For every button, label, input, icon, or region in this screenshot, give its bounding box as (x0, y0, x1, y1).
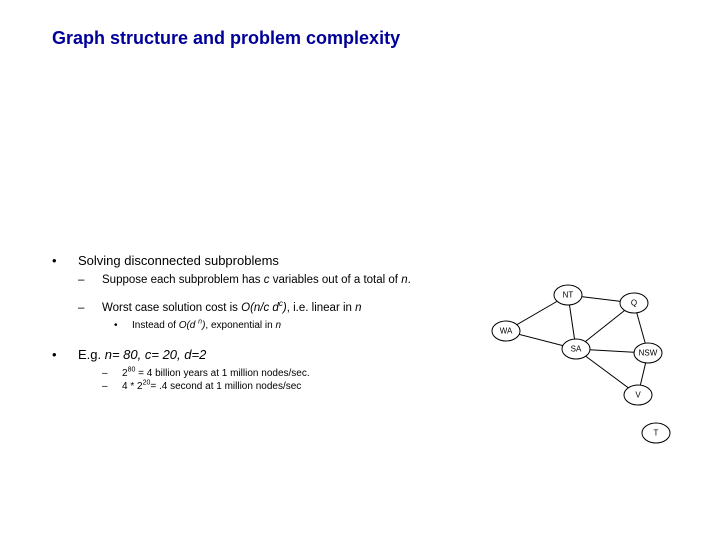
svg-text:SA: SA (571, 345, 582, 354)
bullet-icon: • (52, 347, 78, 362)
bullet-icon: • (114, 320, 132, 331)
slide: Graph structure and problem complexity W… (0, 0, 720, 414)
subbullet-text: Worst case solution cost is O(n/c dc), i… (102, 302, 362, 314)
svg-text:T: T (654, 429, 659, 438)
dash-icon: – (102, 381, 122, 392)
dash-icon: – (102, 368, 122, 379)
dash-icon: – (78, 274, 102, 286)
content-area: WANTSAQNSWVT • Solving disconnected subp… (52, 253, 680, 392)
subbullet-text: Suppose each subproblem has c variables … (102, 274, 411, 286)
bullet-text: Solving disconnected subproblems (78, 253, 279, 268)
subsub-text: 280 = 4 billion years at 1 million nodes… (122, 368, 310, 379)
bullet-icon: • (52, 253, 78, 268)
bullet-solving: • Solving disconnected subproblems (52, 253, 680, 268)
subsub-text: 4 * 220= .4 second at 1 million nodes/se… (122, 381, 301, 392)
australia-graph: WA NT SA Q NSW V T (470, 271, 690, 451)
bullet-text: E.g. n= 80, c= 20, d=2 (78, 347, 206, 362)
svg-text:NT: NT (563, 291, 574, 300)
subsubbullet-text: Instead of O(d n), exponential in n (132, 320, 281, 331)
svg-text:WA: WA (500, 327, 513, 336)
svg-text:V: V (635, 391, 641, 400)
dash-icon: – (78, 302, 102, 314)
page-title: Graph structure and problem complexity (52, 28, 680, 49)
svg-text:Q: Q (631, 299, 637, 308)
svg-text:NSW: NSW (639, 349, 658, 358)
